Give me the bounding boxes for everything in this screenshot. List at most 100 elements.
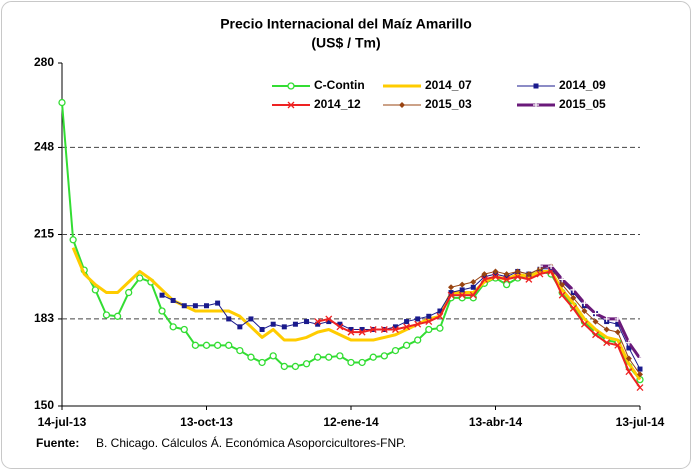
data-point bbox=[615, 321, 621, 327]
data-point bbox=[336, 352, 344, 360]
data-point bbox=[102, 311, 111, 319]
data-point bbox=[325, 353, 333, 361]
data-point bbox=[592, 310, 599, 317]
source-label: Fuente: bbox=[36, 436, 79, 450]
data-point bbox=[226, 316, 232, 322]
data-point bbox=[259, 326, 265, 332]
data-point bbox=[69, 236, 77, 244]
data-point bbox=[625, 339, 632, 346]
data-point bbox=[192, 303, 198, 309]
data-point bbox=[380, 352, 388, 360]
data-point bbox=[248, 316, 254, 322]
data-point bbox=[270, 321, 276, 327]
data-point bbox=[91, 286, 99, 294]
data-point bbox=[113, 312, 122, 320]
legend-label: 2014_09 bbox=[559, 78, 606, 92]
data-point bbox=[502, 280, 511, 289]
data-point bbox=[314, 353, 322, 361]
x-tick-label: 13-jul-14 bbox=[616, 415, 665, 429]
data-point bbox=[459, 281, 466, 288]
data-point bbox=[481, 271, 488, 278]
data-point bbox=[414, 320, 422, 328]
data-point bbox=[503, 271, 510, 278]
legend-label: 2014_12 bbox=[314, 97, 361, 111]
data-point bbox=[325, 315, 333, 323]
data-point bbox=[514, 273, 522, 281]
data-point bbox=[415, 316, 421, 322]
legend-marker bbox=[287, 82, 295, 90]
data-point bbox=[637, 366, 643, 372]
data-point bbox=[637, 355, 643, 362]
data-point bbox=[548, 263, 555, 270]
data-point bbox=[258, 358, 266, 367]
legend-marker bbox=[533, 102, 539, 108]
y-tick-label: 280 bbox=[34, 55, 54, 69]
data-point bbox=[315, 321, 321, 327]
data-point bbox=[58, 98, 66, 107]
y-tick-label: 183 bbox=[34, 311, 54, 325]
data-point bbox=[180, 325, 188, 334]
y-tick-label: 150 bbox=[34, 398, 54, 412]
data-point bbox=[448, 284, 455, 291]
data-point bbox=[359, 326, 365, 332]
data-point bbox=[403, 323, 411, 331]
data-point bbox=[470, 278, 477, 285]
data-point bbox=[458, 291, 466, 299]
data-point bbox=[637, 371, 643, 378]
data-point bbox=[358, 358, 366, 367]
legend-marker bbox=[287, 101, 295, 109]
data-point bbox=[581, 300, 588, 307]
legend-marker bbox=[533, 83, 539, 89]
data-point bbox=[626, 345, 632, 351]
data-point bbox=[492, 268, 499, 275]
legend-label: C-Contin bbox=[314, 78, 365, 92]
data-point bbox=[426, 313, 432, 319]
data-point bbox=[136, 274, 144, 282]
data-point bbox=[492, 273, 499, 281]
data-point bbox=[314, 318, 322, 326]
data-point bbox=[480, 275, 488, 283]
data-point bbox=[614, 341, 622, 349]
data-point bbox=[525, 275, 533, 283]
data-point bbox=[447, 291, 455, 299]
x-tick-label: 13-abr-14 bbox=[469, 415, 523, 429]
data-point bbox=[302, 360, 311, 368]
data-point bbox=[603, 326, 610, 333]
chart-title: Precio Internacional del Maíz Amarillo bbox=[220, 16, 472, 32]
data-point bbox=[569, 304, 577, 312]
data-point bbox=[236, 346, 244, 355]
data-point bbox=[125, 288, 133, 297]
data-point bbox=[414, 336, 422, 344]
data-point bbox=[392, 324, 398, 330]
data-point bbox=[404, 319, 410, 325]
data-point bbox=[614, 329, 621, 336]
data-point bbox=[469, 291, 477, 299]
data-point bbox=[158, 307, 166, 315]
data-point bbox=[436, 324, 444, 332]
data-point bbox=[581, 308, 588, 315]
data-point bbox=[347, 328, 355, 336]
data-point bbox=[391, 346, 400, 355]
data-point bbox=[425, 325, 433, 334]
data-point bbox=[570, 294, 577, 301]
data-point bbox=[614, 315, 621, 322]
data-point bbox=[625, 368, 633, 376]
data-point bbox=[213, 341, 222, 349]
legend-label: 2014_07 bbox=[425, 78, 472, 92]
series-line bbox=[71, 247, 642, 381]
data-point bbox=[603, 315, 610, 322]
data-point bbox=[580, 320, 588, 328]
data-point bbox=[536, 263, 543, 270]
data-point bbox=[202, 341, 211, 349]
y-tick-label: 248 bbox=[34, 140, 54, 154]
data-point bbox=[348, 326, 354, 332]
data-point bbox=[358, 328, 366, 336]
data-point bbox=[570, 286, 577, 293]
data-point bbox=[437, 308, 443, 314]
data-point bbox=[159, 292, 165, 298]
data-point bbox=[170, 297, 176, 303]
data-point bbox=[169, 323, 177, 331]
data-point bbox=[181, 303, 187, 309]
data-point bbox=[369, 326, 377, 333]
